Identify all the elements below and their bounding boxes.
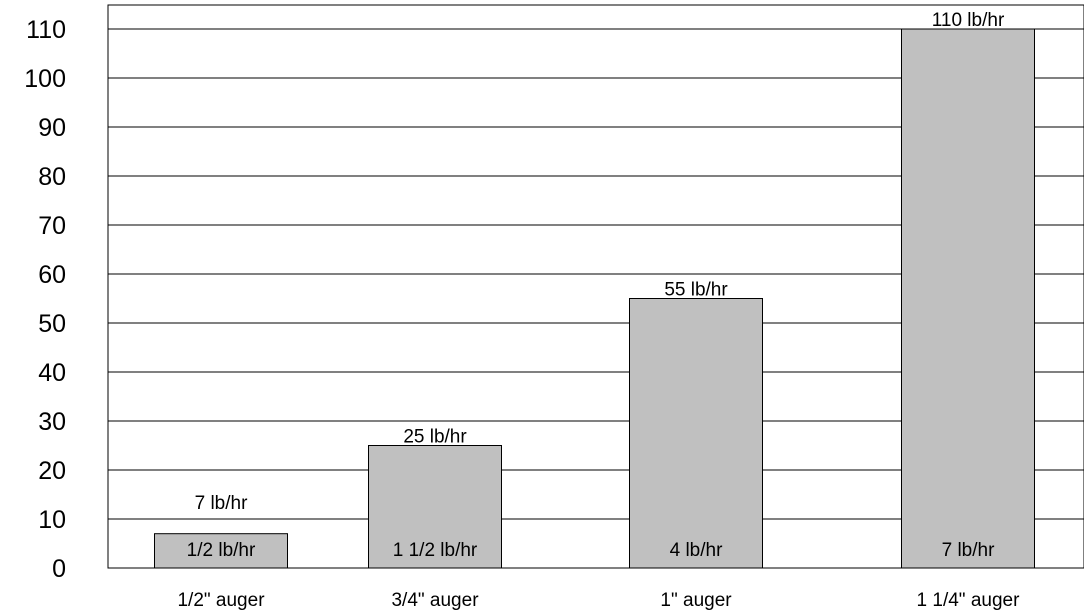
- y-tick-label: 70: [38, 212, 66, 240]
- y-tick-label: 60: [38, 261, 66, 289]
- bar-inner-label: 1 1/2 lb/hr: [393, 540, 478, 561]
- y-tick-label: 100: [24, 65, 66, 93]
- x-tick-label: 1 1/4" auger: [917, 590, 1021, 611]
- bar-value-label: 110 lb/hr: [932, 10, 1005, 31]
- bar: [154, 533, 288, 569]
- bar: [901, 28, 1035, 569]
- x-tick-label: 1/2" auger: [177, 590, 265, 611]
- y-tick-label: 80: [38, 163, 66, 191]
- x-axis-ticks: 1/2" auger 3/4" auger 1" auger 1 1/4" auger: [177, 590, 1020, 611]
- bars: [154, 28, 1035, 569]
- bar-value-label: 55 lb/hr: [664, 280, 728, 301]
- bar-top-labels: 7 lb/hr 25 lb/hr 55 lb/hr 110 lb/hr: [195, 10, 1005, 514]
- y-tick-label: 110: [26, 16, 66, 44]
- bar-value-label: 7 lb/hr: [195, 493, 248, 514]
- bar-inner-label: 4 lb/hr: [670, 540, 723, 561]
- x-tick-label: 3/4" auger: [391, 590, 479, 611]
- y-tick-label: 40: [38, 359, 66, 387]
- y-tick-label: 50: [38, 310, 66, 338]
- y-tick-label: 90: [38, 114, 66, 142]
- bar-inner-labels: 1/2 lb/hr 1 1/2 lb/hr 4 lb/hr 7 lb/hr: [187, 540, 995, 561]
- bar-inner-label: 1/2 lb/hr: [187, 540, 256, 561]
- bar: [368, 445, 502, 569]
- y-axis-ticks: 0 10 20 30 40 50 60 70 80 90 100 110: [24, 16, 66, 583]
- x-tick-label: 1" auger: [660, 590, 732, 611]
- bar-inner-label: 7 lb/hr: [942, 540, 995, 561]
- bar: [629, 298, 763, 569]
- y-tick-label: 20: [38, 457, 66, 485]
- y-tick-label: 30: [38, 408, 66, 436]
- y-tick-label: 0: [52, 555, 66, 583]
- bar-value-label: 25 lb/hr: [403, 427, 467, 448]
- y-tick-label: 10: [38, 506, 66, 534]
